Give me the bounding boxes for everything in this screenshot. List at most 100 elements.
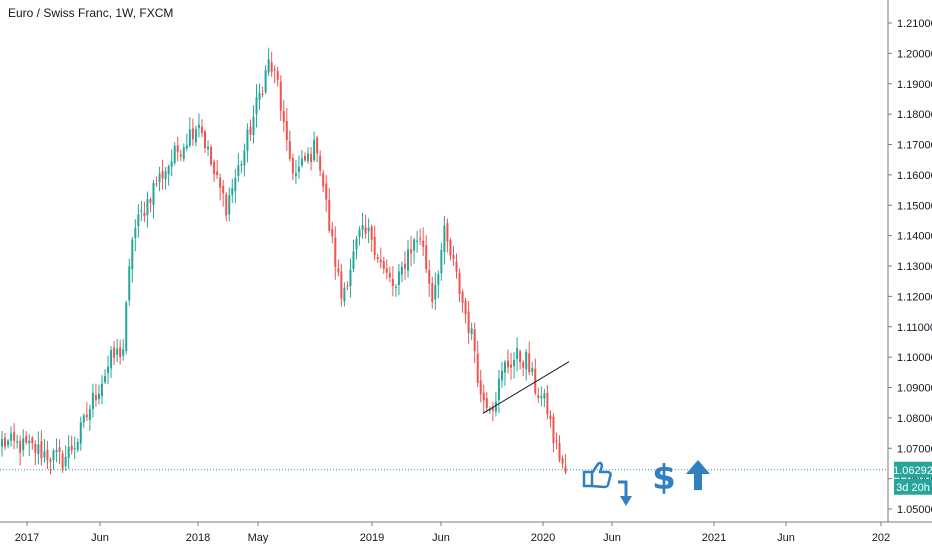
candle <box>210 144 213 167</box>
candle-body <box>552 416 555 444</box>
candle <box>307 147 310 164</box>
candle <box>516 337 519 372</box>
candle <box>167 164 170 186</box>
candle <box>97 384 100 405</box>
candle-body <box>361 225 364 230</box>
candle-body <box>122 349 125 356</box>
candle-body <box>425 245 428 270</box>
candle <box>270 51 273 77</box>
candle-body <box>334 237 337 268</box>
candle-body <box>76 441 79 450</box>
candle-body <box>419 238 422 240</box>
x-tick-label: 202 <box>872 532 890 544</box>
candle <box>361 212 364 239</box>
candle-body <box>491 407 494 411</box>
candle <box>328 187 331 233</box>
candle-body <box>143 212 146 217</box>
candle-body <box>479 380 482 395</box>
candle <box>449 237 452 261</box>
candle-body <box>300 158 303 166</box>
y-tick-label: 1.15000 <box>897 200 932 212</box>
candle <box>107 355 110 385</box>
candle-body <box>70 445 73 451</box>
candle <box>88 404 91 431</box>
candle <box>376 253 379 263</box>
candle-body <box>40 441 43 459</box>
candle <box>407 239 410 278</box>
candle <box>282 100 285 132</box>
y-tick-label: 1.20000 <box>897 48 932 60</box>
candle-body <box>16 441 19 443</box>
candle-body <box>288 141 291 159</box>
candle <box>479 369 482 403</box>
candle <box>388 266 391 283</box>
up-arrow-icon <box>686 460 710 490</box>
candle-body <box>255 97 258 115</box>
candle-body <box>46 449 49 460</box>
candle <box>49 457 52 475</box>
candle-body <box>216 171 219 176</box>
candle-body <box>413 239 416 251</box>
candle-body <box>331 228 334 237</box>
candle-body <box>437 274 440 285</box>
candle-body <box>328 200 331 231</box>
candle <box>16 434 19 449</box>
candle-body <box>134 227 137 238</box>
candle <box>204 129 207 153</box>
candle <box>191 118 194 146</box>
candle <box>158 166 161 192</box>
candle-body <box>237 165 240 177</box>
candle <box>143 201 146 222</box>
candle-body <box>416 240 419 242</box>
candle-body <box>113 347 116 358</box>
candle-body <box>440 249 443 274</box>
candle-body <box>204 131 207 149</box>
candle-body <box>146 199 149 216</box>
candle <box>288 130 291 162</box>
candle <box>176 136 179 162</box>
candle <box>67 435 70 469</box>
candle-body <box>322 173 325 187</box>
candle-body <box>207 146 210 150</box>
candle <box>537 387 540 403</box>
candle-body <box>443 225 446 253</box>
candle-body <box>267 59 270 73</box>
candle-body <box>310 154 313 162</box>
candle <box>500 361 503 388</box>
candle <box>149 197 152 213</box>
candle <box>558 435 561 463</box>
candle <box>100 375 103 405</box>
candle <box>34 440 37 466</box>
candle-body <box>446 223 449 242</box>
candle-body <box>407 249 410 271</box>
candle <box>258 83 261 110</box>
candle-body <box>304 155 306 161</box>
x-tick-label: May <box>248 532 269 544</box>
candle-body <box>358 229 361 238</box>
candle <box>540 386 543 407</box>
candle <box>322 169 325 192</box>
candle-body <box>379 259 382 263</box>
candle-body <box>531 368 534 373</box>
candle <box>334 226 337 280</box>
candle-body <box>170 161 173 167</box>
candle <box>22 429 25 457</box>
candle <box>194 125 197 147</box>
candle <box>82 413 85 428</box>
candle <box>200 119 203 138</box>
candle <box>182 143 185 162</box>
candle-body <box>100 383 103 397</box>
candle <box>552 413 555 453</box>
candle <box>94 383 97 407</box>
candle-body <box>558 443 561 461</box>
candle <box>128 258 131 306</box>
candle <box>207 140 210 156</box>
x-tick-label: 2021 <box>702 532 726 544</box>
candle-body <box>352 251 355 269</box>
candle-body <box>128 266 131 301</box>
candle-body <box>316 137 319 154</box>
candle <box>382 256 385 274</box>
candle <box>173 142 176 166</box>
